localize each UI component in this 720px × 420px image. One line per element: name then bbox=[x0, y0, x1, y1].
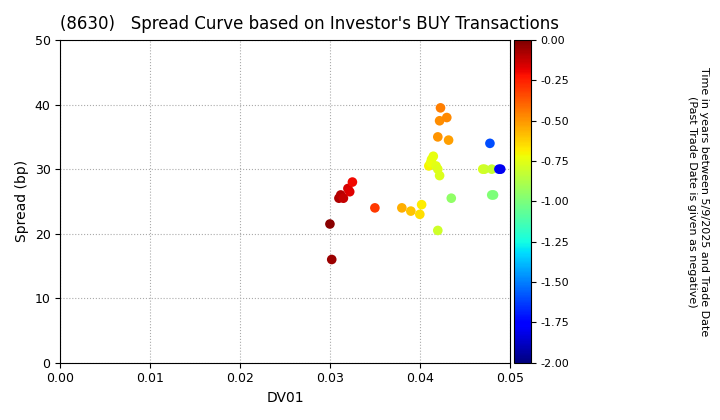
Point bbox=[416, 201, 428, 208]
Point bbox=[324, 220, 336, 227]
Point bbox=[443, 137, 454, 144]
Text: (8630)   Spread Curve based on Investor's BUY Transactions: (8630) Spread Curve based on Investor's … bbox=[60, 15, 559, 33]
Point bbox=[487, 192, 499, 198]
Point bbox=[326, 256, 338, 263]
Point bbox=[486, 166, 498, 173]
Point bbox=[369, 205, 381, 211]
Point bbox=[446, 195, 457, 202]
Point bbox=[434, 172, 446, 179]
Point bbox=[344, 189, 356, 195]
Point bbox=[486, 192, 498, 198]
Point bbox=[423, 163, 435, 169]
Point bbox=[479, 166, 490, 173]
Point bbox=[338, 195, 349, 202]
Y-axis label: Time in years between 5/9/2025 and Trade Date
(Past Trade Date is given as negat: Time in years between 5/9/2025 and Trade… bbox=[687, 67, 708, 336]
Point bbox=[426, 156, 437, 163]
Point bbox=[493, 166, 505, 173]
Point bbox=[432, 227, 444, 234]
Point bbox=[335, 192, 346, 198]
Point bbox=[396, 205, 408, 211]
Point bbox=[425, 159, 436, 166]
Point bbox=[441, 114, 453, 121]
Point bbox=[346, 178, 358, 185]
Y-axis label: Spread (bp): Spread (bp) bbox=[15, 160, 29, 242]
Point bbox=[405, 208, 417, 215]
Point bbox=[431, 163, 442, 169]
X-axis label: DV01: DV01 bbox=[266, 391, 304, 405]
Point bbox=[434, 118, 446, 124]
Point bbox=[342, 185, 354, 192]
Point bbox=[414, 211, 426, 218]
Point bbox=[333, 195, 345, 202]
Point bbox=[432, 134, 444, 140]
Point bbox=[435, 105, 446, 111]
Point bbox=[484, 140, 495, 147]
Point bbox=[428, 153, 439, 160]
Point bbox=[495, 166, 506, 173]
Point bbox=[477, 166, 488, 173]
Point bbox=[432, 166, 444, 173]
